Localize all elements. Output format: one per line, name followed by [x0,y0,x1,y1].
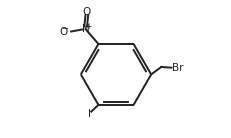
Text: I: I [87,109,90,119]
Text: −: − [61,24,68,33]
Text: O: O [82,7,91,17]
Text: N: N [81,24,89,34]
Text: O: O [60,26,68,37]
Text: Br: Br [171,63,183,73]
Text: +: + [85,22,91,31]
